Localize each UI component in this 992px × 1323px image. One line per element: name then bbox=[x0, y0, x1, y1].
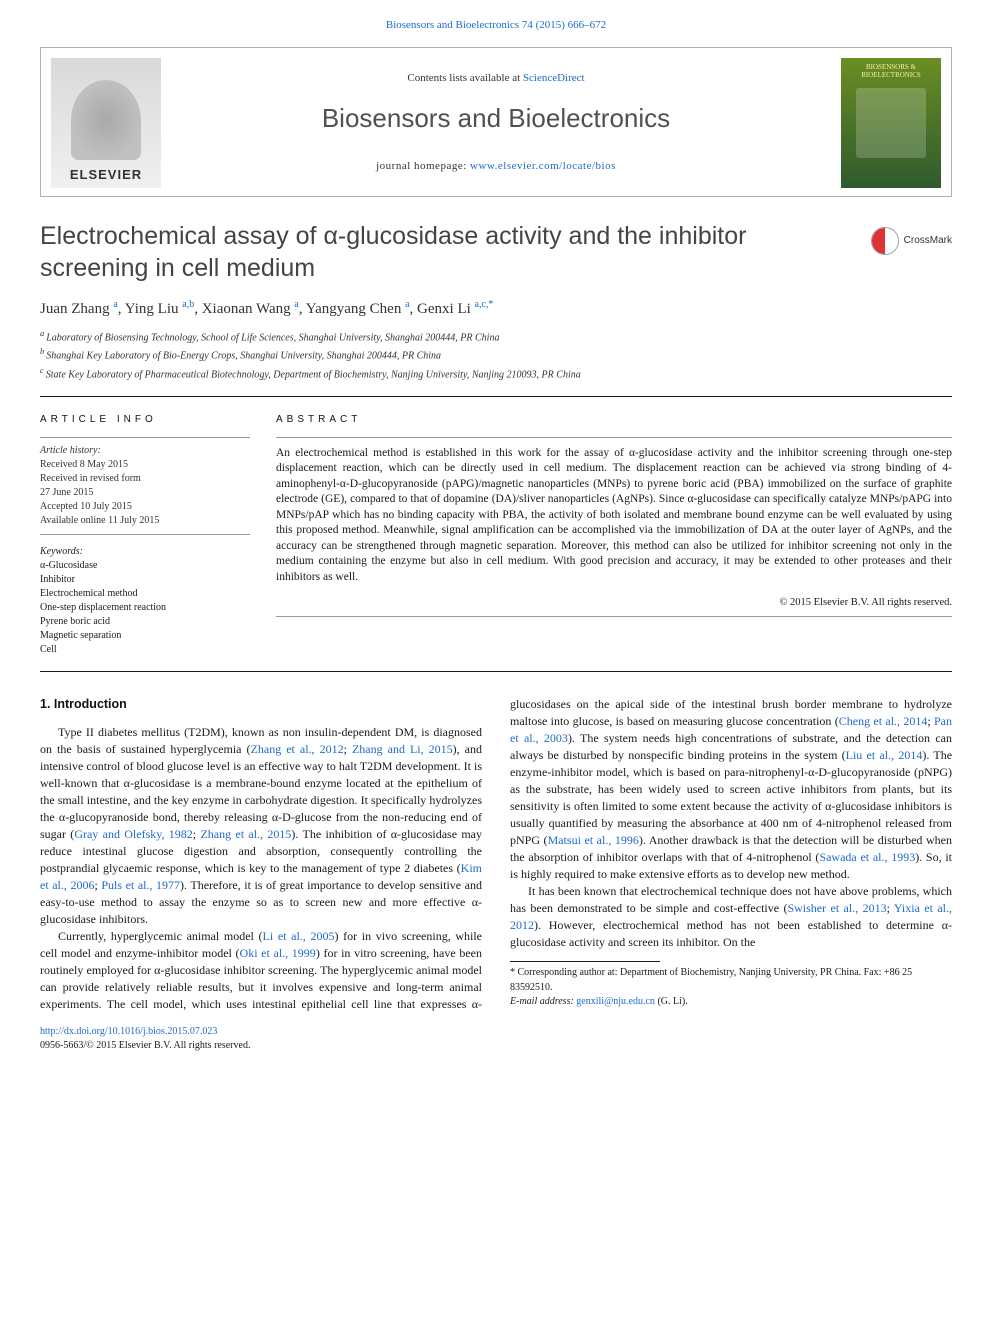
divider bbox=[40, 671, 952, 672]
abstract-copyright: © 2015 Elsevier B.V. All rights reserved… bbox=[276, 596, 952, 611]
affiliation-ref-link[interactable]: a bbox=[405, 299, 409, 310]
affiliation-ref-link[interactable]: a,c,* bbox=[475, 299, 494, 310]
citation-link[interactable]: Cheng et al., 2014 bbox=[839, 714, 928, 728]
article-header: CrossMark Electrochemical assay of α-glu… bbox=[40, 221, 952, 381]
author: Yangyang Chen a bbox=[306, 301, 410, 317]
sciencedirect-link[interactable]: ScienceDirect bbox=[523, 72, 585, 84]
affiliation-ref-link[interactable]: a bbox=[113, 299, 117, 310]
journal-cover-thumb: BIOSENSORS & BIOELECTRONICS bbox=[841, 58, 941, 188]
header-center: Contents lists available at ScienceDirec… bbox=[191, 71, 801, 174]
article-title: Electrochemical assay of α-glucosidase a… bbox=[40, 221, 820, 284]
body-text: 1. Introduction Type II diabetes mellitu… bbox=[40, 696, 952, 1013]
top-journal-link[interactable]: Biosensors and Bioelectronics bbox=[386, 19, 519, 31]
paragraph: It has been known that electrochemical t… bbox=[510, 883, 952, 951]
paragraph: Type II diabetes mellitus (T2DM), known … bbox=[40, 724, 482, 928]
citation-link[interactable]: Zhang et al., 2015 bbox=[200, 827, 291, 841]
article-info-column: ARTICLE INFO Article history: Received 8… bbox=[40, 413, 250, 657]
article-info-heading: ARTICLE INFO bbox=[40, 413, 250, 427]
citation-link[interactable]: Gray and Olefsky, 1982 bbox=[74, 827, 192, 841]
affiliation: a Laboratory of Biosensing Technology, S… bbox=[40, 328, 952, 345]
keyword: Electrochemical method bbox=[40, 587, 250, 601]
elsevier-tree-icon bbox=[71, 80, 141, 160]
top-citation: Biosensors and Bioelectronics 74 (2015) … bbox=[0, 0, 992, 47]
article-identifiers: http://dx.doi.org/10.1016/j.bios.2015.07… bbox=[40, 1025, 952, 1053]
history-line: Received in revised form bbox=[40, 472, 250, 486]
article-history: Article history: Received 8 May 2015Rece… bbox=[40, 437, 250, 535]
affiliations: a Laboratory of Biosensing Technology, S… bbox=[40, 328, 952, 382]
citation-link[interactable]: Liu et al., 2014 bbox=[846, 748, 923, 762]
email-link[interactable]: genxili@nju.edu.cn bbox=[576, 996, 655, 1007]
citation-link[interactable]: Li et al., 2005 bbox=[263, 929, 335, 943]
journal-title: Biosensors and Bioelectronics bbox=[191, 100, 801, 136]
crossmark-icon bbox=[871, 227, 899, 255]
keyword: Magnetic separation bbox=[40, 629, 250, 643]
corresponding-author-note: * Corresponding author at: Department of… bbox=[510, 966, 952, 994]
history-line: 27 June 2015 bbox=[40, 486, 250, 500]
homepage-line: journal homepage: www.elsevier.com/locat… bbox=[191, 159, 801, 174]
author: Genxi Li a,c,* bbox=[417, 301, 493, 317]
citation-link[interactable]: Oki et al., 1999 bbox=[240, 946, 316, 960]
keyword: α-Glucosidase bbox=[40, 559, 250, 573]
footnote-rule bbox=[510, 961, 660, 962]
keyword: Pyrene boric acid bbox=[40, 615, 250, 629]
history-line: Available online 11 July 2015 bbox=[40, 514, 250, 528]
keywords-block: Keywords: α-GlucosidaseInhibitorElectroc… bbox=[40, 545, 250, 657]
email-line: E-mail address: genxili@nju.edu.cn (G. L… bbox=[510, 995, 952, 1009]
abstract-column: ABSTRACT An electrochemical method is es… bbox=[276, 413, 952, 657]
affiliation: b Shanghai Key Laboratory of Bio-Energy … bbox=[40, 346, 952, 363]
author: Xiaonan Wang a bbox=[202, 301, 299, 317]
affiliation-ref-link[interactable]: a,b bbox=[182, 299, 194, 310]
crossmark-badge[interactable]: CrossMark bbox=[871, 227, 952, 255]
journal-header: ELSEVIER Contents lists available at Sci… bbox=[40, 47, 952, 197]
citation-link[interactable]: Puls et al., 1977 bbox=[101, 878, 180, 892]
abstract-heading: ABSTRACT bbox=[276, 413, 952, 427]
keyword: Inhibitor bbox=[40, 573, 250, 587]
meta-abstract-row: ARTICLE INFO Article history: Received 8… bbox=[40, 397, 952, 671]
history-line: Received 8 May 2015 bbox=[40, 458, 250, 472]
citation-link[interactable]: Swisher et al., 2013 bbox=[787, 901, 886, 915]
author-list: Juan Zhang a, Ying Liu a,b, Xiaonan Wang… bbox=[40, 298, 952, 320]
footnotes: * Corresponding author at: Department of… bbox=[510, 966, 952, 1009]
citation-link[interactable]: Zhang et al., 2012 bbox=[251, 742, 344, 756]
author: Ying Liu a,b bbox=[125, 301, 194, 317]
journal-homepage-link[interactable]: www.elsevier.com/locate/bios bbox=[470, 160, 616, 172]
elsevier-logo: ELSEVIER bbox=[51, 58, 161, 188]
citation-link[interactable]: Sawada et al., 1993 bbox=[819, 850, 915, 864]
affiliation: c State Key Laboratory of Pharmaceutical… bbox=[40, 365, 952, 382]
divider bbox=[276, 437, 952, 438]
issn-copyright: 0956-5663/© 2015 Elsevier B.V. All right… bbox=[40, 1040, 250, 1051]
citation-link[interactable]: Zhang and Li, 2015 bbox=[352, 742, 453, 756]
abstract-text: An electrochemical method is established… bbox=[276, 446, 952, 586]
citation-link[interactable]: Matsui et al., 1996 bbox=[548, 833, 639, 847]
top-citation-text: 74 (2015) 666–672 bbox=[522, 19, 606, 31]
contents-line: Contents lists available at ScienceDirec… bbox=[191, 71, 801, 86]
elsevier-brand: ELSEVIER bbox=[70, 166, 142, 184]
divider bbox=[276, 616, 952, 617]
doi-link[interactable]: http://dx.doi.org/10.1016/j.bios.2015.07… bbox=[40, 1026, 217, 1037]
affiliation-ref-link[interactable]: a bbox=[294, 299, 298, 310]
keyword: One-step displacement reaction bbox=[40, 601, 250, 615]
author: Juan Zhang a bbox=[40, 301, 118, 317]
section-heading: 1. Introduction bbox=[40, 696, 482, 714]
keyword: Cell bbox=[40, 643, 250, 657]
history-line: Accepted 10 July 2015 bbox=[40, 500, 250, 514]
cover-art-icon bbox=[856, 88, 926, 158]
